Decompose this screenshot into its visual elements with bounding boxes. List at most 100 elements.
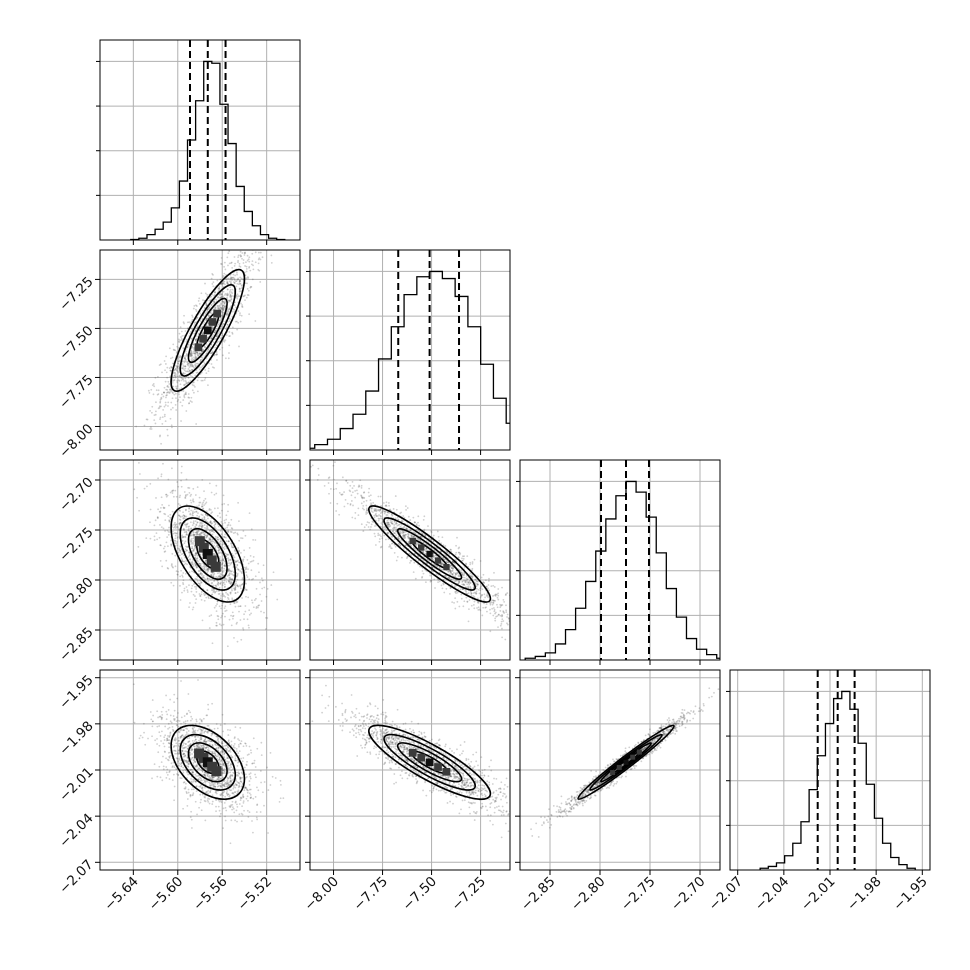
scatter-point: [387, 538, 390, 541]
scatter-point: [195, 564, 197, 566]
scatter-point: [496, 596, 499, 599]
scatter-point: [391, 527, 394, 530]
scatter-point: [178, 554, 181, 557]
scatter-point: [455, 592, 457, 595]
scatter-point: [467, 592, 470, 595]
scatter-point: [184, 365, 186, 368]
scatter-point: [379, 546, 382, 549]
scatter-point: [225, 536, 227, 539]
scatter-point: [211, 593, 214, 596]
scatter-point: [176, 370, 179, 373]
scatter-point: [172, 362, 174, 365]
scatter-point: [441, 563, 444, 566]
scatter-point: [241, 304, 244, 306]
scatter-point: [417, 533, 420, 536]
scatter-point: [222, 282, 225, 285]
scatter-point: [188, 507, 190, 510]
scatter-point: [207, 597, 210, 600]
scatter-point: [198, 504, 200, 507]
scatter-point: [216, 536, 219, 539]
density-core-cell: [199, 334, 207, 343]
scatter-point: [171, 530, 174, 533]
scatter-point: [186, 756, 189, 759]
scatter-point: [178, 388, 181, 391]
scatter-point: [376, 515, 379, 517]
scatter-point: [238, 520, 240, 523]
scatter-point: [165, 394, 168, 397]
scatter-point: [461, 559, 464, 562]
scatter-point: [186, 361, 189, 364]
scatter-point: [218, 322, 221, 325]
scatter-point: [179, 549, 182, 552]
scatter-point: [224, 565, 227, 567]
scatter-point: [224, 585, 226, 588]
scatter-point: [377, 532, 380, 535]
scatter-point: [184, 380, 187, 382]
scatter-point: [351, 491, 354, 494]
scatter-point: [470, 592, 473, 594]
scatter-point: [198, 533, 200, 536]
scatter-point: [235, 580, 237, 583]
scatter-point: [421, 575, 424, 578]
scatter-point: [323, 484, 326, 487]
scatter-point: [206, 524, 209, 527]
scatter-point: [172, 532, 175, 535]
density-layer: [310, 461, 555, 642]
scatter-point: [487, 595, 489, 597]
scatter-point: [213, 291, 216, 294]
scatter-point: [190, 352, 193, 354]
scatter-point: [394, 517, 397, 520]
scatter-point: [461, 573, 464, 576]
scatter-point: [204, 513, 207, 516]
scatter-point: [502, 599, 505, 601]
scatter-point: [185, 549, 188, 552]
scatter-point: [457, 575, 460, 578]
scatter-point: [435, 573, 438, 576]
scatter-point: [442, 582, 445, 585]
scatter-point: [553, 640, 555, 642]
scatter-point: [188, 487, 191, 489]
scatter-point: [497, 592, 500, 595]
scatter-point: [175, 368, 178, 371]
scatter-point: [245, 207, 247, 209]
scatter-point: [334, 461, 336, 464]
scatter-point: [153, 524, 156, 527]
scatter-point: [168, 347, 171, 350]
scatter-point: [448, 577, 450, 580]
scatter-point: [250, 560, 253, 563]
scatter-point: [378, 534, 381, 536]
scatter-point: [261, 587, 264, 590]
scatter-point: [248, 266, 250, 269]
scatter-point: [174, 521, 176, 524]
scatter-point: [196, 353, 199, 356]
scatter-point: [241, 306, 244, 308]
scatter-point: [191, 545, 194, 548]
scatter-point: [198, 570, 201, 573]
scatter-point: [222, 559, 225, 562]
scatter-point: [450, 578, 453, 581]
scatter-point: [213, 331, 216, 333]
scatter-point: [182, 372, 185, 374]
scatter-point: [219, 582, 222, 585]
scatter-point: [170, 543, 173, 546]
scatter-point: [392, 529, 395, 531]
scatter-point: [489, 612, 492, 615]
scatter-point: [192, 510, 194, 513]
scatter-point: [196, 316, 199, 319]
scatter-point: [193, 563, 195, 566]
scatter-point: [181, 534, 184, 537]
scatter-point: [413, 535, 415, 538]
scatter-point: [414, 577, 417, 580]
scatter-point: [161, 371, 163, 374]
scatter-point: [159, 400, 162, 403]
scatter-point: [195, 308, 197, 311]
scatter-point: [220, 567, 223, 570]
scatter-point: [189, 353, 192, 356]
scatter-point: [363, 500, 365, 503]
scatter-point: [237, 283, 240, 286]
scatter-point: [211, 642, 214, 645]
scatter-point: [235, 575, 238, 577]
scatter-point: [236, 328, 239, 331]
scatter-point: [221, 315, 224, 318]
scatter-point: [213, 520, 216, 523]
